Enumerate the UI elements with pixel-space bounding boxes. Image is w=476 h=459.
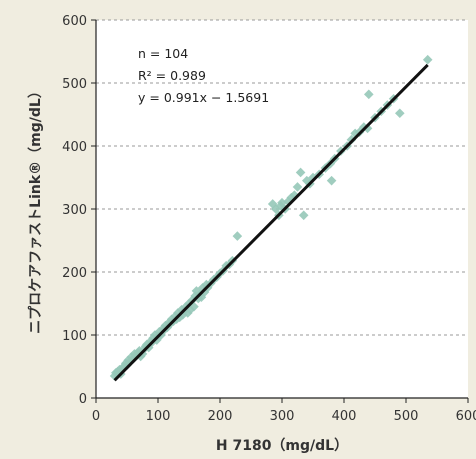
x-axis-title: H 7180（mg/dL） — [216, 438, 348, 454]
y-axis-title: ニプロケアファストLink®（mg/dL） — [28, 84, 44, 334]
data-point — [189, 301, 199, 312]
y-tick-label: 300 — [62, 203, 87, 218]
data-point — [128, 354, 138, 364]
data-point — [174, 312, 185, 323]
data-point — [190, 291, 200, 301]
annotation-r2: R² = 0.989 — [138, 68, 206, 83]
regression-line — [113, 63, 429, 382]
y-tick-label: 400 — [62, 140, 87, 155]
data-point — [271, 204, 281, 214]
data-point — [134, 345, 145, 356]
data-point — [395, 108, 405, 119]
data-point — [151, 335, 162, 345]
x-tick-label: 100 — [146, 409, 171, 424]
data-point — [199, 287, 210, 297]
x-tick-label: 300 — [270, 409, 295, 424]
data-point — [277, 197, 287, 208]
data-point — [292, 182, 303, 192]
x-tick-label: 400 — [332, 409, 357, 424]
data-point — [197, 282, 208, 293]
data-point — [295, 167, 306, 178]
x-tick-label: 0 — [92, 409, 100, 424]
data-point — [326, 175, 337, 186]
data-point — [298, 210, 309, 221]
data-point — [289, 190, 300, 200]
annotation-n: n = 104 — [138, 46, 188, 61]
data-point — [178, 310, 188, 320]
x-tick-label: 200 — [208, 409, 233, 424]
axis-ticks: 0 100 200 300 400 500 600 0 100 200 300 400 500 600 — [62, 14, 476, 424]
data-point — [359, 122, 369, 132]
data-point — [148, 333, 158, 343]
data-point — [196, 292, 207, 302]
y-tick-label: 600 — [62, 14, 87, 29]
data-point — [302, 175, 312, 186]
data-point — [286, 192, 297, 203]
x-tick-label: 500 — [394, 409, 419, 424]
y-tick-label: 500 — [62, 77, 87, 92]
y-tick-label: 200 — [62, 266, 87, 281]
annotation-equation: y = 0.991x − 1.5691 — [138, 90, 269, 105]
data-point — [232, 231, 243, 241]
x-tick-label: 600 — [456, 409, 476, 424]
data-point — [364, 89, 374, 100]
y-tick-label: 100 — [62, 329, 87, 344]
y-tick-label: 0 — [79, 392, 87, 407]
data-point — [422, 54, 433, 65]
data-point — [182, 308, 193, 318]
